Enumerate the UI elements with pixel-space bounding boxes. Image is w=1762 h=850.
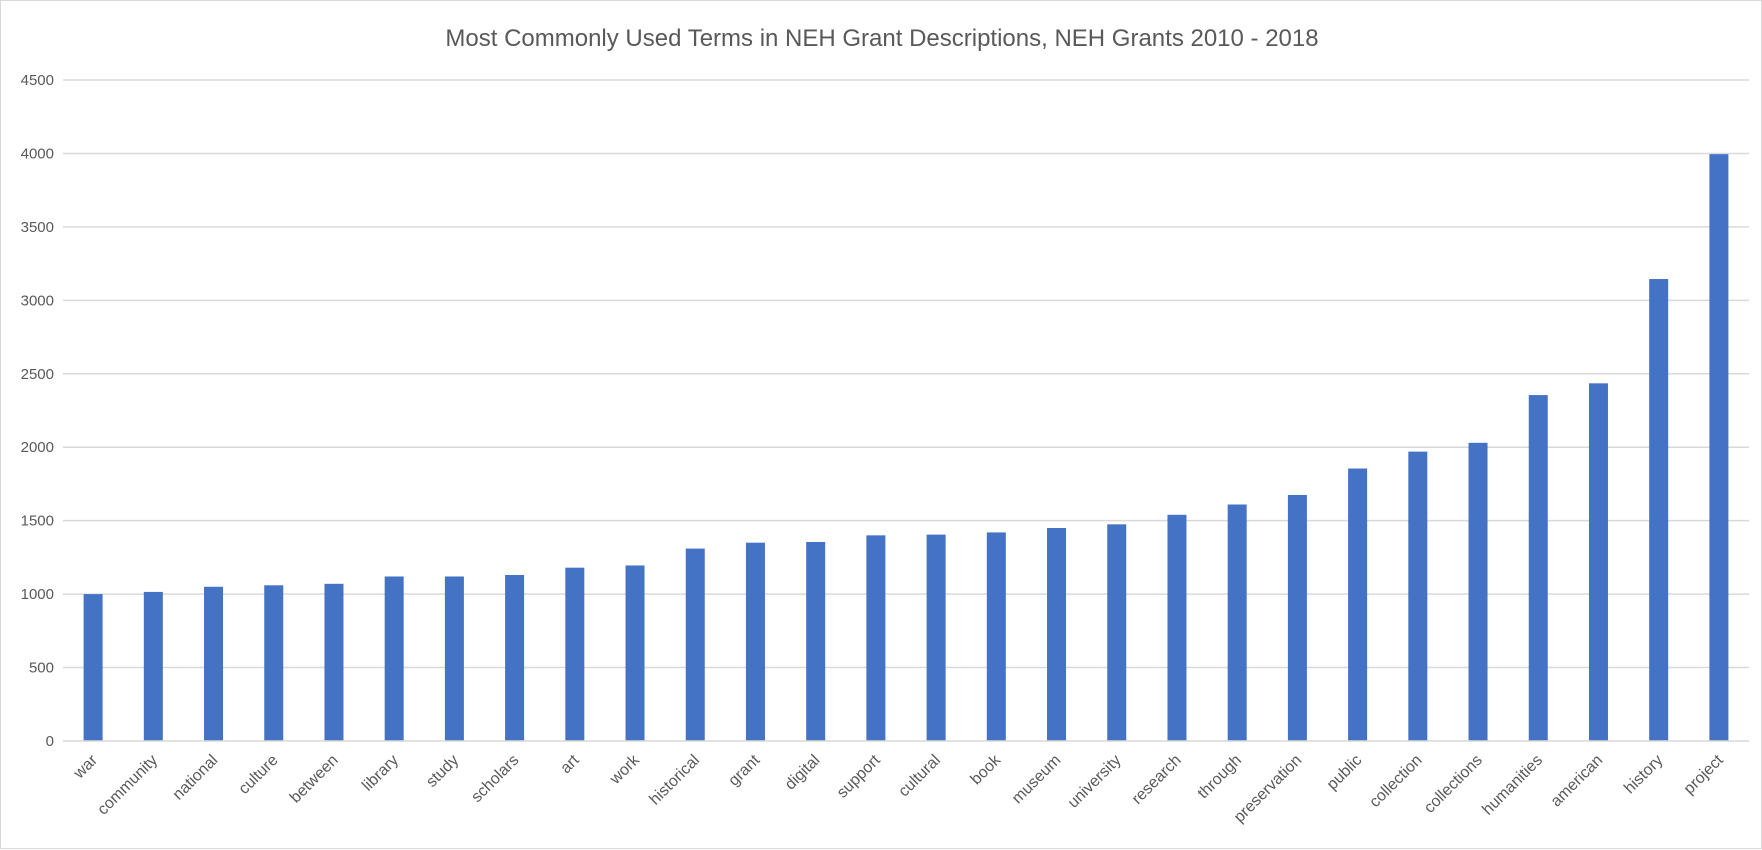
x-tick-label-support: support (834, 751, 884, 801)
x-tick-label-collections: collections (1421, 752, 1486, 817)
x-tick-label-research: research (1129, 752, 1185, 808)
bar-cultural (926, 534, 946, 741)
x-tick-label-community: community (94, 752, 161, 819)
x-tick-label-culture: culture (236, 752, 282, 798)
bar-collections (1468, 442, 1488, 741)
bar-museum (1047, 528, 1067, 741)
bar-support (866, 535, 886, 741)
bar-digital (806, 541, 826, 741)
x-tick-label-work: work (606, 751, 643, 788)
bar-study (444, 576, 464, 741)
y-tick-label: 2000 (21, 439, 54, 456)
bar-culture (264, 585, 284, 741)
x-tick-label-between: between (287, 752, 342, 807)
bar-collection (1408, 451, 1428, 741)
y-tick-label: 0 (46, 733, 54, 750)
bar-humanities (1528, 395, 1548, 741)
bar-historical (685, 548, 705, 741)
bar-scholars (505, 575, 525, 741)
x-tick-label-museum: museum (1009, 752, 1064, 807)
x-tick-label-through: through (1195, 752, 1245, 802)
bar-war (83, 594, 103, 741)
x-tick-label-study: study (423, 752, 462, 791)
y-tick-label: 1500 (21, 513, 54, 530)
bar-grant (745, 542, 765, 741)
bar-work (625, 565, 645, 741)
x-tick-label-collection: collection (1366, 752, 1425, 811)
y-tick-label: 2500 (21, 366, 54, 383)
bar-art (565, 567, 585, 741)
x-tick-label-digital: digital (782, 752, 824, 794)
bar-between (324, 583, 344, 741)
x-tick-label-book: book (968, 751, 1005, 788)
bar-library (384, 576, 404, 741)
x-tick-label-scholars: scholars (468, 752, 522, 806)
bar-book (986, 532, 1006, 741)
x-tick-label-grant: grant (725, 751, 763, 789)
x-tick-label-project: project (1681, 751, 1727, 797)
y-tick-label: 4000 (21, 145, 54, 162)
bar-public (1348, 468, 1368, 741)
x-tick-label-humanities: humanities (1479, 752, 1546, 819)
bar-preservation (1287, 494, 1307, 741)
chart-title: Most Commonly Used Terms in NEH Grant De… (445, 25, 1318, 52)
bar-american (1588, 383, 1608, 741)
y-axis-ticks: 0 500 1000 1500 2000 2500 3000 3500 4000 4500 (21, 72, 54, 750)
x-tick-label-national: national (170, 752, 222, 804)
x-tick-label-american: american (1548, 752, 1607, 811)
y-tick-label: 500 (29, 660, 54, 677)
bar-project (1709, 154, 1729, 741)
gridlines (63, 79, 1749, 669)
x-tick-label-cultural: cultural (895, 752, 943, 800)
y-tick-label: 4500 (21, 72, 54, 89)
bar-series (83, 154, 1729, 741)
bar-national (204, 586, 224, 741)
y-tick-label: 3500 (21, 219, 54, 236)
x-tick-label-public: public (1324, 752, 1366, 794)
x-tick-label-library: library (359, 752, 402, 795)
bar-history (1649, 279, 1669, 741)
y-tick-label: 1000 (21, 586, 54, 603)
x-tick-label-history: history (1621, 752, 1666, 797)
bar-research (1167, 514, 1187, 741)
y-tick-label: 3000 (21, 292, 54, 309)
bar-university (1107, 524, 1127, 741)
bar-through (1227, 504, 1247, 741)
x-tick-label-historical: historical (646, 752, 703, 809)
x-tick-label-war: war (70, 751, 101, 782)
bar-community (143, 591, 163, 741)
x-tick-label-art: art (557, 751, 583, 777)
x-tick-label-university: university (1065, 752, 1125, 812)
